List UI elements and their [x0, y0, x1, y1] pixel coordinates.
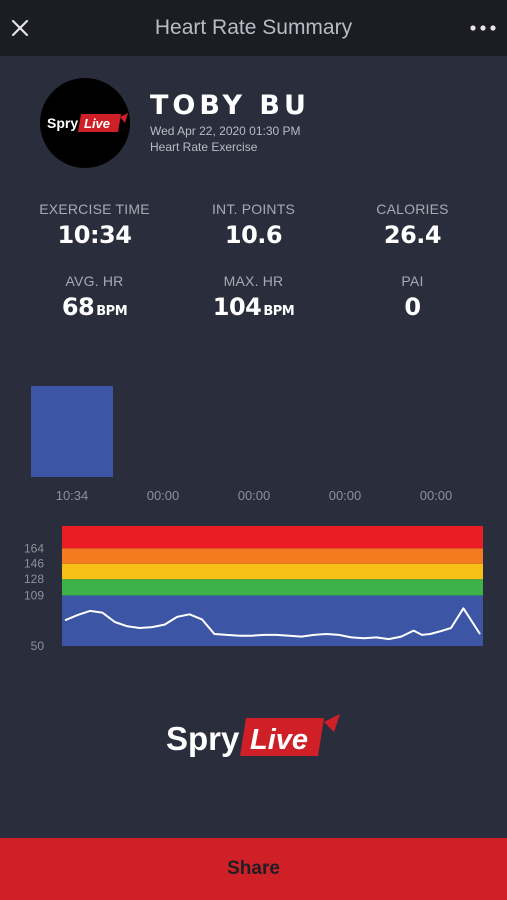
brand-logo-accent: Live: [250, 724, 308, 756]
stat-label: CALORIES: [376, 201, 449, 217]
stat-avg-hr: AVG. HR 68 BPM: [10, 273, 179, 321]
heart-rate-line: [64, 607, 481, 641]
zone-band-0: [62, 595, 483, 646]
brand-logo-accent: Live: [84, 116, 110, 131]
close-button[interactable]: [6, 14, 34, 42]
zone-band-4: [62, 526, 483, 549]
share-button[interactable]: Share: [0, 838, 507, 900]
bar-tick-label: 00:00: [147, 488, 180, 503]
brand-logo-word: Spry: [166, 720, 240, 757]
bar-tick-label: 10:34: [56, 488, 89, 503]
y-tick-label: 128: [24, 572, 44, 586]
stat-value: 10:34: [57, 221, 132, 249]
session-type: Heart Rate Exercise: [150, 140, 258, 154]
brand-logo-avatar: Spry Live: [47, 113, 128, 132]
y-tick-label: 164: [24, 541, 44, 555]
stat-label: EXERCISE TIME: [39, 201, 150, 217]
stat-label: MAX. HR: [223, 273, 284, 289]
y-tick-label: 109: [24, 588, 44, 602]
zone-band-3: [62, 548, 483, 564]
more-options-button[interactable]: [469, 16, 497, 40]
stat-value: 104: [212, 293, 262, 321]
avatar: Spry Live: [40, 78, 130, 168]
time-bar-chart: 10:34 00:00 00:00 00:00 00:00: [31, 386, 453, 503]
stat-value-wrap: 68 BPM: [10, 293, 179, 321]
stat-unit: BPM: [96, 304, 128, 319]
stat-int-points: INT. POINTS 10.6: [169, 201, 338, 249]
bar-tick-label: 00:00: [420, 488, 453, 503]
zone-band-1: [62, 579, 483, 596]
stat-value-wrap: 104 BPM: [169, 293, 338, 321]
stat-value: 26.4: [383, 221, 442, 249]
page-title: Heart Rate Summary: [154, 16, 353, 39]
stat-max-hr: MAX. HR 104 BPM: [169, 273, 338, 321]
bar-tick-label: 00:00: [329, 488, 362, 503]
zone-band-2: [62, 563, 483, 580]
brand-logo-word: Spry: [47, 115, 78, 131]
stat-exercise-time: EXERCISE TIME 10:34: [10, 201, 179, 249]
stat-pai: PAI 0: [328, 273, 497, 321]
close-icon: [11, 19, 29, 37]
stat-unit: BPM: [263, 304, 295, 319]
brand-logo: Spry Live: [166, 714, 340, 757]
top-app-bar: Heart Rate Summary: [0, 0, 507, 56]
y-tick-label: 146: [24, 557, 44, 571]
stat-value: 10.6: [224, 221, 283, 249]
stat-label: INT. POINTS: [211, 201, 296, 217]
bar-tick-label: 00:00: [238, 488, 271, 503]
more-horizontal-icon: [470, 25, 496, 31]
user-name: TOBY BU: [150, 90, 310, 121]
y-tick-label: 50: [31, 639, 45, 653]
stat-label: PAI: [401, 273, 424, 289]
session-date: Wed Apr 22, 2020 01:30 PM: [150, 124, 301, 138]
stat-label: AVG. HR: [65, 273, 124, 289]
bar-0: [31, 386, 113, 477]
stat-value: 68: [61, 293, 95, 321]
stat-value: 0: [404, 293, 421, 321]
stat-calories: CALORIES 26.4: [328, 201, 497, 249]
